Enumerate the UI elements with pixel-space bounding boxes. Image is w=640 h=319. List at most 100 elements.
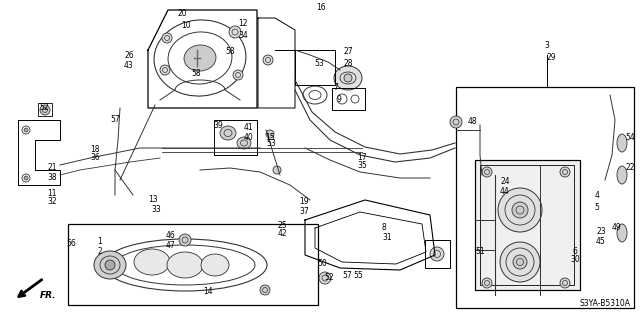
Ellipse shape [617, 166, 627, 184]
Circle shape [450, 116, 462, 128]
Text: 6: 6 [573, 247, 577, 256]
Text: 30: 30 [570, 256, 580, 264]
Text: S3YA-B5310A: S3YA-B5310A [579, 299, 630, 308]
Circle shape [105, 260, 115, 270]
Ellipse shape [617, 134, 627, 152]
Text: 53: 53 [266, 139, 276, 149]
Circle shape [229, 26, 241, 38]
Circle shape [319, 272, 331, 284]
Text: 48: 48 [467, 117, 477, 127]
Circle shape [500, 242, 540, 282]
Text: 46: 46 [165, 232, 175, 241]
Circle shape [512, 202, 528, 218]
Text: 12: 12 [238, 19, 248, 28]
Text: 33: 33 [151, 204, 161, 213]
Circle shape [160, 65, 170, 75]
Bar [68, 224, 318, 305]
Text: 10: 10 [181, 21, 191, 31]
Text: 39: 39 [213, 121, 223, 130]
Circle shape [162, 33, 172, 43]
Text: 58: 58 [191, 70, 201, 78]
Text: 11: 11 [47, 189, 57, 197]
Text: 17: 17 [357, 152, 367, 161]
Text: 7: 7 [333, 84, 339, 93]
Circle shape [344, 74, 352, 82]
Text: 32: 32 [47, 197, 57, 206]
Circle shape [266, 130, 274, 138]
Circle shape [24, 128, 28, 132]
Circle shape [179, 234, 191, 246]
Circle shape [233, 70, 243, 80]
Bar [475, 160, 580, 290]
Circle shape [430, 247, 444, 261]
Text: 43: 43 [124, 62, 134, 70]
Text: FR.: FR. [40, 291, 56, 300]
Bar [480, 165, 574, 285]
Circle shape [273, 166, 281, 174]
Text: 13: 13 [148, 196, 158, 204]
Text: 27: 27 [343, 48, 353, 56]
Text: 8: 8 [381, 224, 387, 233]
Circle shape [560, 167, 570, 177]
Ellipse shape [617, 224, 627, 242]
Text: 49: 49 [612, 224, 622, 233]
Circle shape [560, 278, 570, 288]
Text: 44: 44 [500, 187, 510, 196]
Text: 47: 47 [165, 241, 175, 250]
Text: 4: 4 [595, 191, 600, 201]
Ellipse shape [167, 252, 203, 278]
Ellipse shape [134, 249, 170, 275]
Text: 5: 5 [595, 203, 600, 211]
Text: 31: 31 [382, 233, 392, 241]
Text: 20: 20 [177, 10, 187, 19]
Text: 14: 14 [203, 286, 213, 295]
Text: 2: 2 [98, 247, 102, 256]
Text: 51: 51 [475, 248, 485, 256]
Bar [475, 160, 580, 290]
Text: 18: 18 [90, 145, 100, 153]
Text: 23: 23 [596, 226, 606, 235]
Text: 3: 3 [545, 41, 549, 50]
Bar [425, 240, 450, 268]
Text: 40: 40 [243, 132, 253, 142]
Circle shape [482, 167, 492, 177]
Bar [38, 103, 52, 116]
Circle shape [513, 255, 527, 269]
Circle shape [263, 55, 273, 65]
Text: 25: 25 [277, 220, 287, 229]
Ellipse shape [334, 66, 362, 90]
Text: 34: 34 [238, 31, 248, 40]
Ellipse shape [94, 251, 126, 279]
Text: 38: 38 [47, 174, 57, 182]
Text: 57: 57 [110, 115, 120, 124]
Text: 50: 50 [317, 259, 327, 269]
Text: 28: 28 [343, 60, 353, 69]
Text: 24: 24 [500, 176, 510, 186]
Text: 41: 41 [243, 122, 253, 131]
Text: 56: 56 [66, 240, 76, 249]
Text: 26: 26 [124, 51, 134, 61]
Circle shape [40, 105, 50, 115]
Circle shape [260, 285, 270, 295]
Text: 52: 52 [39, 103, 49, 113]
Ellipse shape [237, 137, 251, 149]
Text: 1: 1 [98, 238, 102, 247]
Text: 16: 16 [316, 4, 326, 12]
Text: 52: 52 [324, 273, 334, 283]
Circle shape [482, 278, 492, 288]
Text: 36: 36 [90, 153, 100, 162]
Text: 9: 9 [337, 95, 341, 105]
Text: 29: 29 [546, 54, 556, 63]
Bar [214, 120, 257, 155]
Text: 53: 53 [314, 58, 324, 68]
Circle shape [498, 188, 542, 232]
Text: 37: 37 [299, 206, 309, 216]
Text: 21: 21 [47, 164, 57, 173]
Text: 15: 15 [265, 132, 275, 142]
Text: 22: 22 [625, 164, 635, 173]
Text: 58: 58 [225, 48, 235, 56]
Ellipse shape [201, 254, 229, 276]
Text: 57: 57 [342, 271, 352, 279]
Bar [456, 87, 634, 308]
Ellipse shape [220, 126, 236, 140]
